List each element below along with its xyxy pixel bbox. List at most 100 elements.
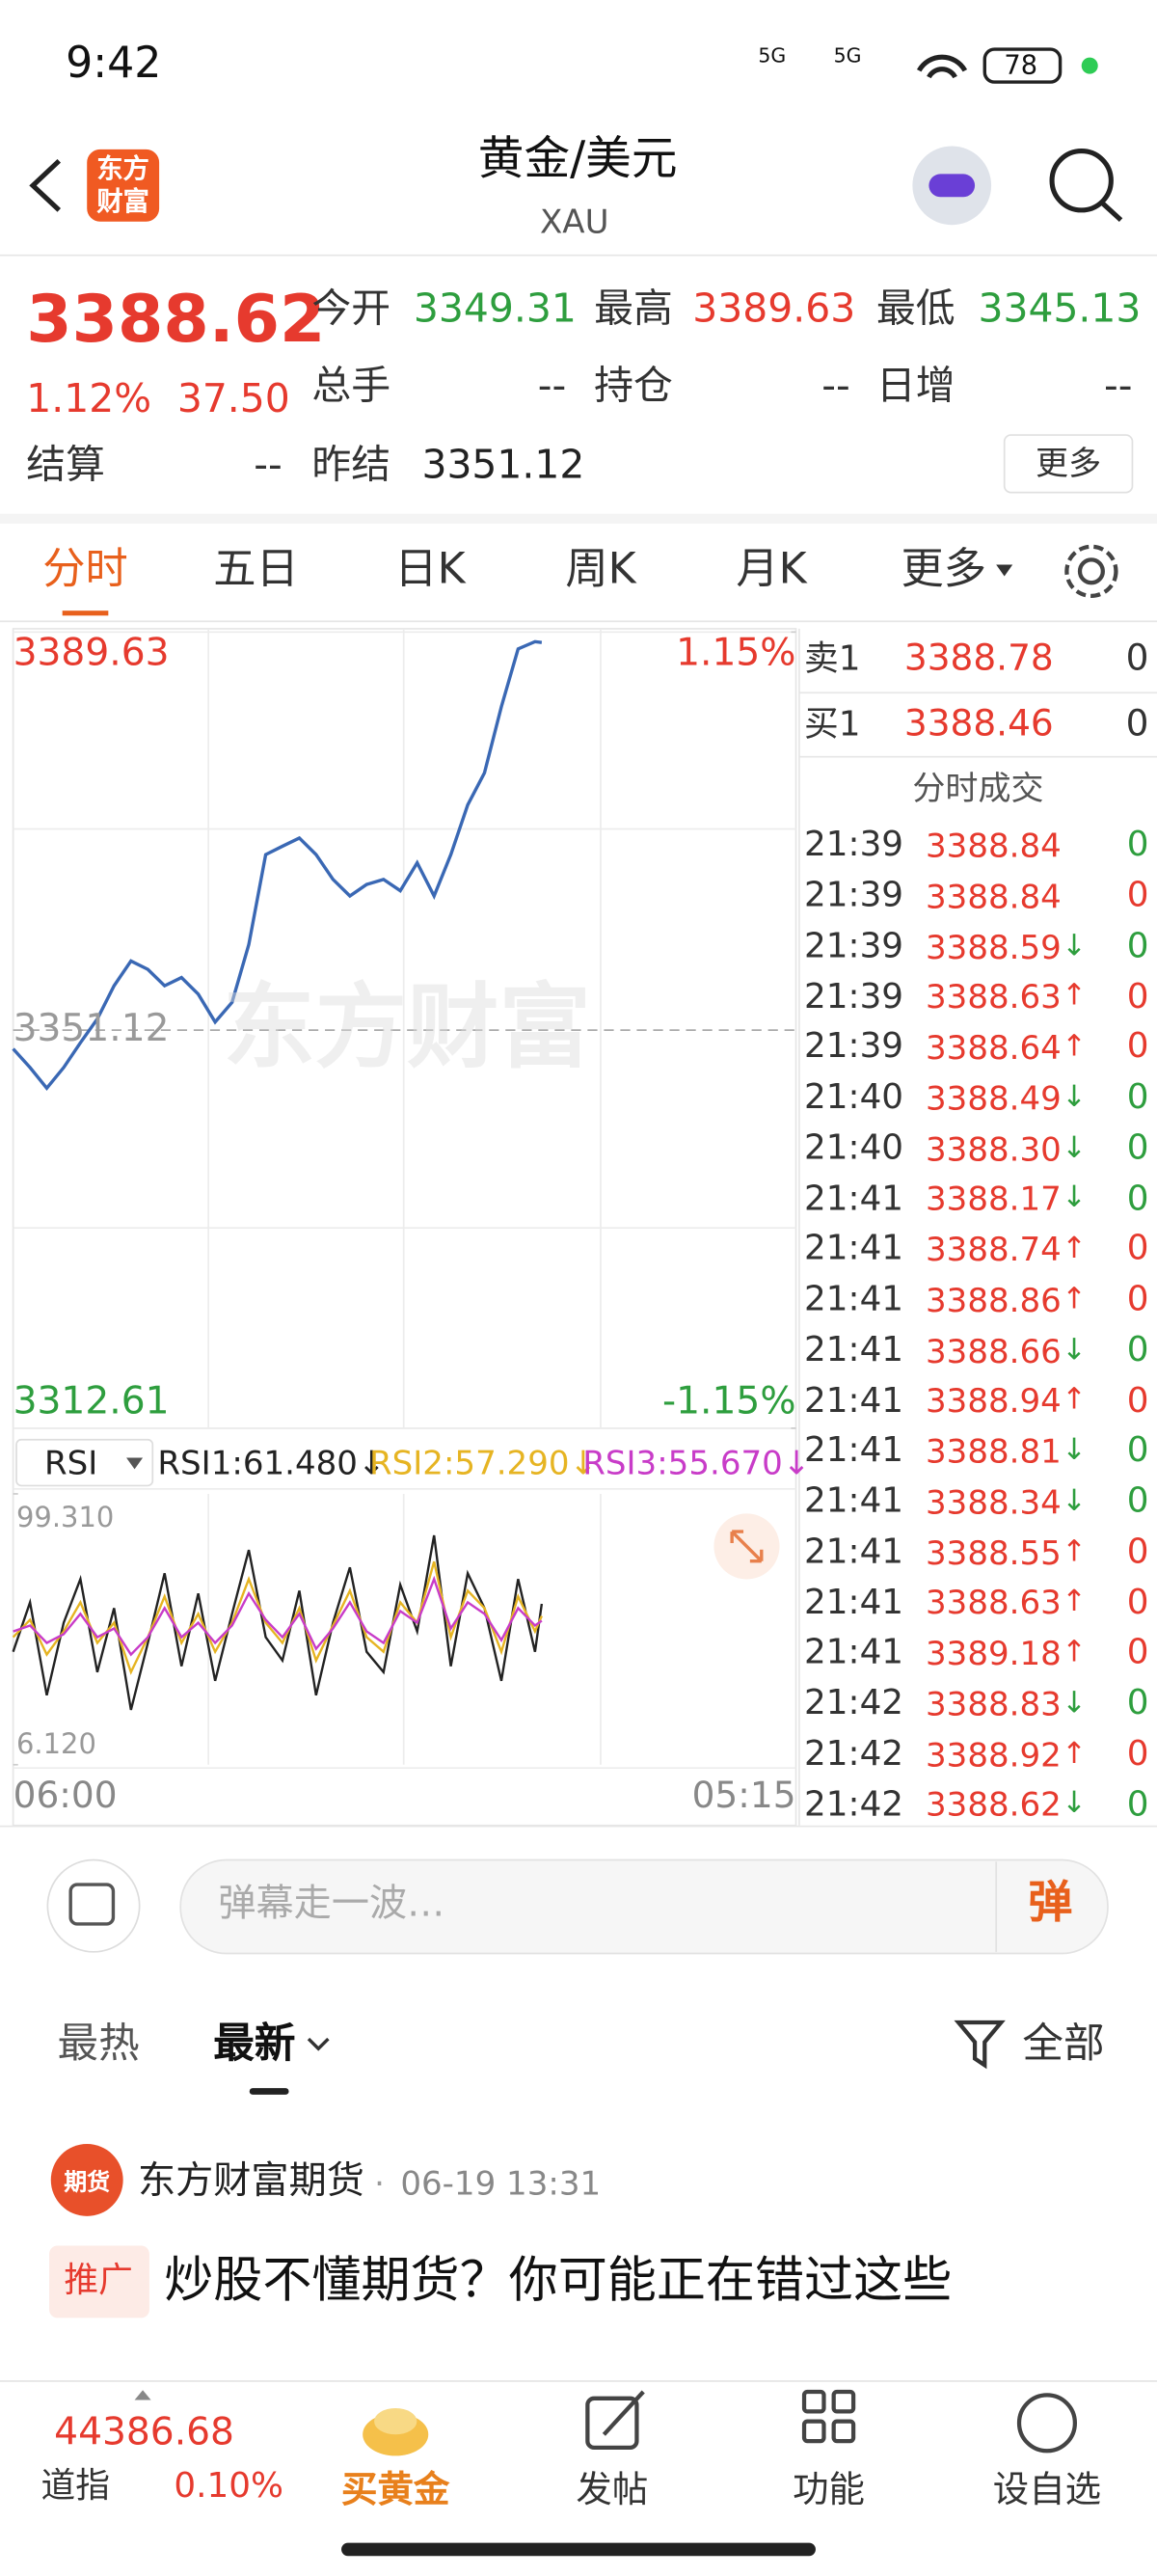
x-tick-label: 06:00	[13, 1776, 118, 1817]
trade-time: 21:41	[804, 1178, 904, 1218]
trade-time: 21:41	[804, 1632, 904, 1672]
trade-price: 3388.64	[926, 1027, 1062, 1068]
indicator-select[interactable]	[15, 1438, 154, 1487]
trade-direction: ↓	[1062, 1433, 1087, 1469]
trade-time: 21:39	[804, 976, 904, 1017]
more-button[interactable]: 更多	[1036, 443, 1102, 483]
trade-price: 3388.30	[926, 1128, 1062, 1169]
tab[interactable]: 月K	[736, 545, 807, 595]
trade-direction: ↑	[1062, 1736, 1087, 1772]
nav-item[interactable]: 设自选	[992, 2470, 1102, 2511]
brand-logo	[87, 149, 160, 222]
tab[interactable]: 分时	[42, 545, 128, 595]
trade-time: 21:39	[804, 1026, 904, 1067]
trade-volume: 0	[1126, 825, 1149, 864]
search-icon	[1049, 149, 1114, 213]
battery-icon	[982, 47, 1063, 84]
field-value: 3389.63	[692, 285, 856, 332]
y-tick-label: 6.120	[16, 1727, 96, 1762]
expand-arrow[interactable]	[134, 2390, 151, 2400]
danmaku-placeholder[interactable]: 弹幕走一波…	[218, 1883, 445, 1926]
y2-tick-label: -1.15%	[662, 1380, 796, 1424]
field-label: 最高	[594, 285, 673, 332]
danmaku-button[interactable]: 弹	[1028, 1877, 1073, 1929]
trade-time: 21:40	[804, 1127, 904, 1168]
indicator-select[interactable]: RSI	[43, 1443, 98, 1483]
bottom-bar: 44386.68 道指 0.10% 买黄金 发帖 功能 设自选	[0, 2380, 1157, 2576]
post-author[interactable]: 东方财富期货	[137, 2160, 364, 2204]
divider	[0, 620, 1157, 623]
danmaku-toggle[interactable]	[46, 1858, 141, 1953]
comment-filter[interactable]: 全部	[1022, 2019, 1105, 2067]
comment-tab[interactable]: 最新	[213, 2019, 296, 2067]
home-indicator	[341, 2542, 816, 2557]
expand-icon	[730, 1530, 764, 1563]
trade-time: 21:39	[804, 825, 904, 864]
gold-icon	[374, 2408, 417, 2435]
tab[interactable]: 周K	[565, 545, 636, 595]
more-button[interactable]	[1003, 434, 1134, 494]
tab[interactable]: 更多	[901, 545, 986, 595]
wifi-icon	[916, 54, 968, 79]
book-price: 3388.46	[903, 703, 1054, 746]
back-icon	[29, 158, 62, 212]
watchlist-icon[interactable]	[1016, 2393, 1078, 2454]
battery: 78	[1004, 49, 1038, 82]
trade-volume: 0	[1126, 1379, 1149, 1420]
trade-volume: 0	[1126, 1783, 1149, 1824]
y-tick-label: 99.310	[16, 1502, 115, 1535]
watermark: 东方财富	[223, 975, 591, 1083]
nav-item[interactable]: 买黄金	[341, 2470, 450, 2511]
change-pct: 1.12%	[26, 375, 152, 421]
trade-volume: 0	[1126, 1178, 1149, 1218]
trade-volume: 0	[1126, 1430, 1149, 1471]
trade-volume: 0	[1126, 1632, 1149, 1672]
trade-price: 3388.62	[926, 1784, 1062, 1825]
post-avatar[interactable]	[50, 2143, 123, 2216]
settings-icon[interactable]	[1064, 544, 1118, 599]
price: 3388.62	[26, 282, 326, 359]
nav-item[interactable]: 功能	[793, 2470, 866, 2511]
post-icon[interactable]	[585, 2396, 639, 2451]
trade-direction: ↑	[1062, 1635, 1087, 1670]
robot-avatar	[928, 174, 976, 198]
rsi-line	[13, 1575, 543, 1657]
tab-underline	[249, 2088, 289, 2095]
nav-item[interactable]: 发帖	[576, 2470, 649, 2511]
trade-time: 21:41	[804, 1228, 904, 1268]
trade-volume: 0	[1126, 1582, 1149, 1622]
divider	[0, 513, 1157, 524]
field-value: 3349.31	[413, 285, 577, 332]
tab[interactable]: 五日	[213, 545, 299, 595]
network: 5G	[833, 43, 862, 68]
danmaku-icon	[68, 1883, 116, 1926]
trade-volume: 0	[1126, 1682, 1149, 1722]
tab-underline	[62, 610, 109, 616]
danmaku-input[interactable]	[179, 1858, 1109, 1955]
trade-volume: 0	[1126, 1228, 1149, 1268]
trade-price: 3388.83	[926, 1683, 1062, 1723]
y-tick-label: 3351.12	[13, 1007, 170, 1050]
post-text[interactable]: 炒股不懂期货？你可能正在错过这些	[164, 2252, 953, 2310]
trade-price: 3388.49	[926, 1077, 1062, 1118]
comment-tab[interactable]: 最热	[57, 2019, 140, 2067]
trade-volume: 0	[1126, 976, 1149, 1017]
legend-entry: RSI3:55.670↓	[582, 1443, 811, 1483]
divider	[0, 254, 1157, 257]
subtitle: XAU	[539, 202, 609, 242]
tab[interactable]: 日K	[394, 545, 466, 595]
book-label: 卖1	[804, 638, 861, 679]
post-avatar: 期货	[64, 2169, 111, 2196]
chevron	[307, 2037, 330, 2051]
field-value: 3345.13	[978, 285, 1142, 332]
trade-direction: ↑	[1062, 1282, 1087, 1317]
trade-price: 3388.34	[926, 1481, 1062, 1522]
function-icon[interactable]	[801, 2389, 856, 2444]
trade-price: 3388.74	[926, 1229, 1062, 1269]
trade-volume: 0	[1126, 1279, 1149, 1319]
filter-icon[interactable]	[954, 2020, 1006, 2070]
field-value: --	[1103, 362, 1133, 409]
trade-direction: ↓	[1062, 1079, 1087, 1115]
